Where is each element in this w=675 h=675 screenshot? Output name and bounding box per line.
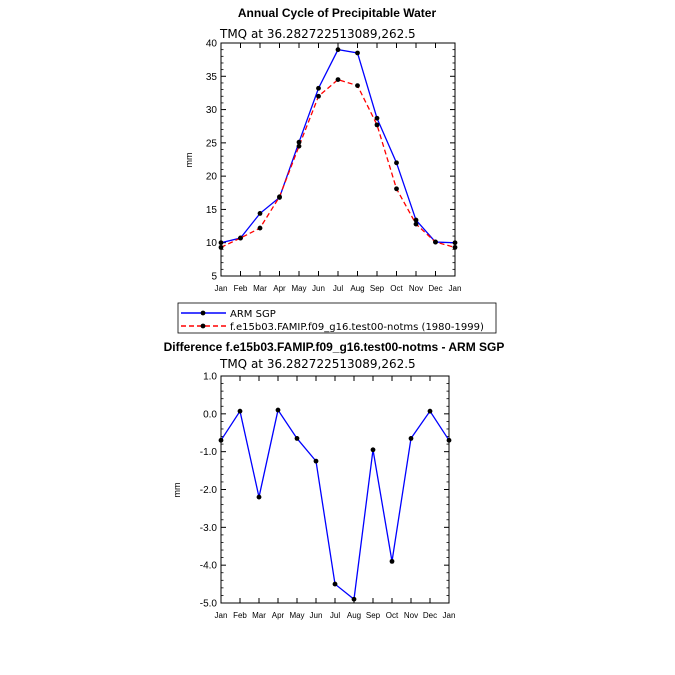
- chart2-series-0-point: [332, 581, 338, 587]
- chart2-xtick-label: Jan: [443, 611, 456, 620]
- chart1-series-1-point: [218, 244, 224, 250]
- chart1-series-1-point: [316, 93, 321, 99]
- chart1-ytick-label: 35: [206, 72, 218, 83]
- chart1-series-0-point: [355, 50, 360, 56]
- chart2-xtick-label: Aug: [347, 611, 361, 620]
- chart1-ytick-label: 20: [206, 172, 218, 183]
- chart2-ytick-label: 1.0: [203, 372, 217, 383]
- chart1-series-0-point: [257, 211, 263, 216]
- chart1-title: Annual Cycle of Precipitable Water: [238, 6, 437, 20]
- chart1-series-1-point: [433, 239, 438, 245]
- chart1-series-0-point: [316, 85, 321, 91]
- chart2-ytick-label: -4.0: [200, 561, 218, 572]
- chart2-ytick-label: -1.0: [200, 447, 218, 458]
- chart1-xtick-label: Aug: [350, 284, 364, 293]
- chart2-series-0-point: [256, 494, 262, 500]
- chart2-ytick-label: -3.0: [200, 523, 218, 534]
- chart1-ytick-label: 30: [206, 105, 218, 116]
- chart2-title: Difference f.e15b03.FAMIP.f09_g16.test00…: [164, 340, 505, 354]
- chart2-series-0-point: [408, 436, 414, 441]
- chart1-ytick-label: 40: [206, 39, 218, 50]
- chart2-series-0-point: [275, 407, 281, 413]
- chart1-series-0-point: [413, 217, 419, 223]
- chart1-ytick-label: 25: [206, 138, 218, 149]
- chart2-series-0-point: [313, 458, 319, 464]
- chart2-ytick-label: -5.0: [200, 599, 218, 610]
- chart2-plot: -5.0 -4.0 -3.0 -2.0 -1.0 0.0 1.0 Jan Feb Mar Apr Ma…: [200, 372, 456, 621]
- chart1-xtick-label: Nov: [409, 284, 423, 293]
- legend-marker-model: [200, 323, 206, 329]
- chart1-xtick-label: Jan: [215, 284, 228, 293]
- chart2-xtick-label: Nov: [404, 611, 418, 620]
- chart2-series-0-point: [370, 447, 376, 453]
- chart1-xtick-label: May: [291, 284, 306, 293]
- chart1-xtick-label: Apr: [273, 284, 286, 293]
- chart1-series-1-point: [355, 83, 360, 89]
- chart1-xtick-label: Oct: [390, 284, 403, 293]
- chart2-xtick-label: Oct: [386, 611, 399, 620]
- chart2-xtick-label: Dec: [423, 611, 437, 620]
- chart2-ylabel: mm: [172, 483, 182, 498]
- chart1-series-1-point: [238, 235, 243, 241]
- chart2-xtick-label: May: [289, 611, 304, 620]
- chart2-series-0-point: [237, 408, 243, 414]
- chart1-series-0-point: [374, 115, 380, 121]
- chart1-ytick-label: 10: [206, 238, 218, 249]
- chart2-series-0-point: [427, 408, 433, 414]
- chart2-xtick-label: Sep: [366, 611, 381, 620]
- legend-label-model: f.e15b03.FAMIP.f09_g16.test00-notms (198…: [230, 322, 484, 333]
- chart2-xtick-label: Jun: [310, 611, 323, 620]
- chart1-plot: 5 10 15 20 25 30 35 40 Jan Feb Mar Apr May Jun Jul Aug S…: [206, 39, 462, 294]
- chart1-xtick-label: Jan: [449, 284, 462, 293]
- chart1-ytick-label: 5: [211, 272, 217, 283]
- chart1-series-0-point: [218, 240, 224, 246]
- chart1-series-0-point: [335, 47, 341, 53]
- chart1-ytick-label: 15: [206, 205, 218, 216]
- chart2-xtick-label: Mar: [252, 611, 266, 620]
- chart2-series-0-point: [446, 437, 452, 443]
- chart1-series-1-point: [452, 244, 458, 250]
- chart2-xtick-label: Feb: [233, 611, 247, 620]
- chart1-series-1-point: [394, 186, 399, 192]
- chart1-xtick-label: Jun: [312, 284, 325, 293]
- chart2-subtitle: TMQ at 36.282722513089,262.5: [219, 357, 416, 371]
- legend-marker-arm: [200, 310, 206, 316]
- chart1-legend: ARM SGP f.e15b03.FAMIP.f09_g16.test00-no…: [177, 302, 497, 334]
- chart1-series-0-point: [394, 160, 399, 166]
- chart1-xtick-label: Sep: [370, 284, 385, 293]
- chart1-xtick-label: Feb: [234, 284, 248, 293]
- chart1-series-0-point: [452, 240, 458, 246]
- chart1-series-0-point: [296, 139, 302, 145]
- chart1-series-1-point: [277, 194, 282, 200]
- chart2-series-0-point: [218, 437, 224, 443]
- legend-label-arm: ARM SGP: [230, 309, 276, 320]
- chart1-series-1-line: [220, 78, 456, 249]
- chart2-series-0-line: [220, 408, 450, 601]
- chart2-series-0-point: [294, 436, 300, 441]
- chart2-xtick-label: Apr: [272, 611, 285, 620]
- chart2-series-0-point: [351, 596, 357, 602]
- chart2-xtick-label: Jan: [215, 611, 228, 620]
- chart1-series-1-point: [257, 225, 263, 231]
- chart1-series-1-point: [413, 221, 419, 227]
- chart2-ytick-label: 0.0: [203, 409, 217, 420]
- chart2-xtick-label: Jul: [330, 611, 340, 620]
- chart1-series-1-point: [335, 77, 341, 83]
- legend-box: [177, 302, 497, 334]
- chart2-series-0-point: [389, 558, 395, 564]
- chart1-ylabel: mm: [184, 153, 194, 168]
- chart2-frame: [220, 375, 450, 604]
- chart1-series-1-point: [374, 122, 380, 128]
- chart1-xtick-label: Dec: [428, 284, 442, 293]
- chart1-subtitle: TMQ at 36.282722513089,262.5: [219, 27, 416, 41]
- chart1-series-1-point: [296, 143, 302, 149]
- chart1-xtick-label: Mar: [253, 284, 267, 293]
- chart1-xtick-label: Jul: [333, 284, 343, 293]
- chart2-ytick-label: -2.0: [200, 485, 218, 496]
